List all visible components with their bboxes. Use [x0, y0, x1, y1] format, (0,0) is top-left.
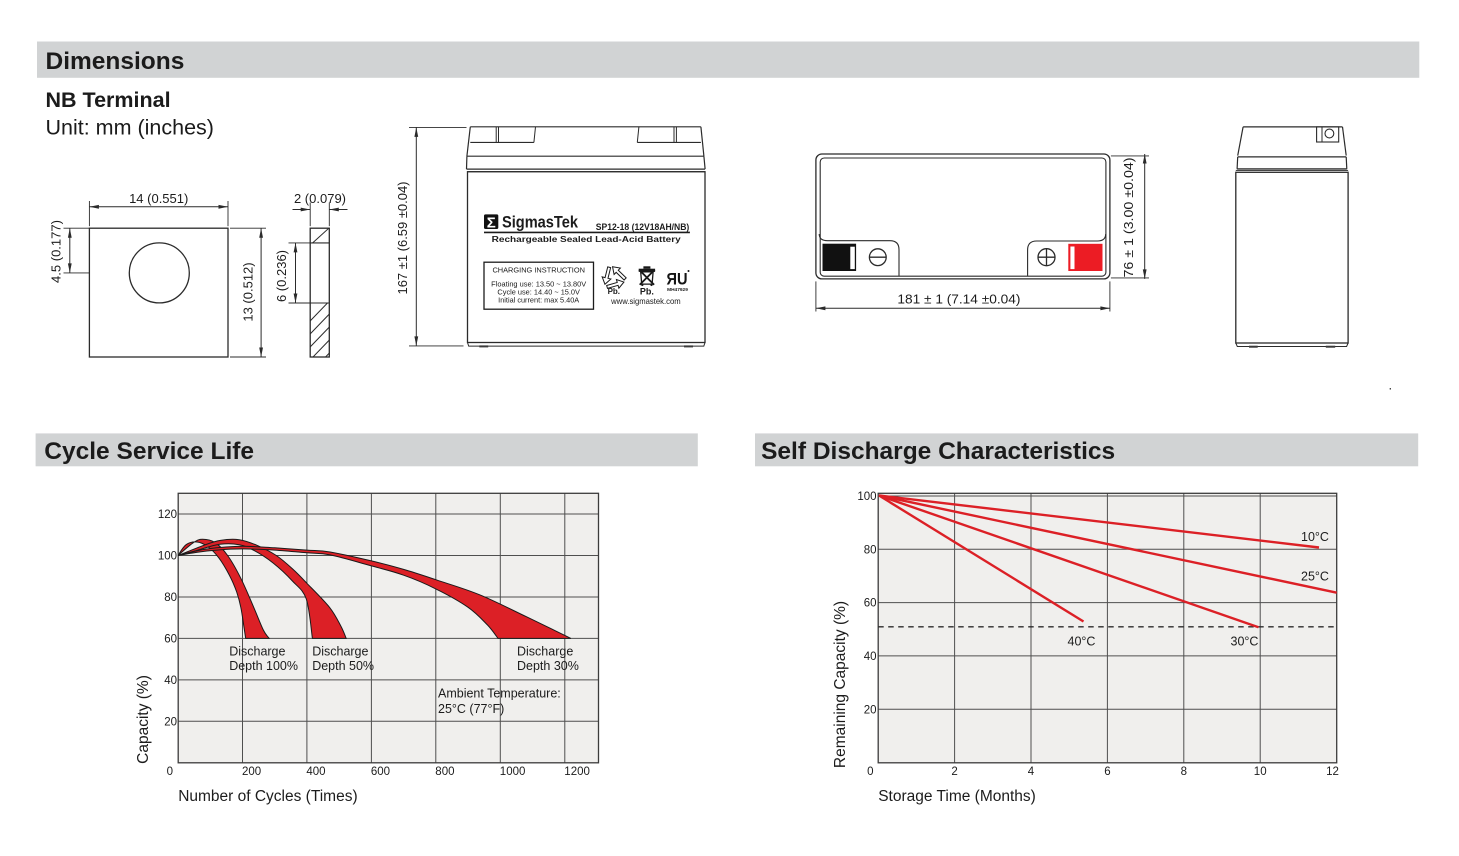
svg-text:Cycle use: 14.40 ~ 15.0V: Cycle use: 14.40 ~ 15.0V: [497, 287, 580, 296]
svg-text:20: 20: [164, 716, 177, 728]
svg-text:.: .: [1389, 378, 1393, 393]
svg-text:100: 100: [158, 551, 177, 563]
svg-text:Initial current: max 5.40A: Initial current: max 5.40A: [498, 295, 579, 304]
svg-text:80: 80: [164, 592, 177, 604]
svg-text:6: 6: [1104, 766, 1110, 778]
svg-text:Floating use: 13.50 ~ 13.80V: Floating use: 13.50 ~ 13.80V: [491, 279, 586, 288]
svg-text:80: 80: [864, 544, 877, 556]
svg-text:Unit: mm (inches): Unit: mm (inches): [46, 116, 214, 140]
svg-text:Storage Time (Months): Storage Time (Months): [878, 788, 1036, 805]
svg-text:Number of Cycles (Times): Number of Cycles (Times): [178, 788, 357, 805]
svg-text:200: 200: [242, 766, 261, 778]
svg-text:25°C (77°F): 25°C (77°F): [438, 702, 504, 716]
svg-text:MH47929: MH47929: [667, 287, 688, 293]
svg-text:NB Terminal: NB Terminal: [46, 88, 171, 112]
svg-text:Pb.: Pb.: [608, 287, 620, 296]
svg-text:Discharge: Discharge: [517, 645, 573, 659]
svg-text:14 (0.551): 14 (0.551): [129, 191, 188, 206]
svg-text:Rechargeable Sealed Lead-Acid: Rechargeable Sealed Lead-Acid Battery: [492, 235, 682, 244]
svg-text:4: 4: [1028, 766, 1035, 778]
svg-text:12: 12: [1326, 766, 1339, 778]
svg-text:Remaining Capacity (%): Remaining Capacity (%): [832, 601, 849, 768]
svg-text:20: 20: [864, 704, 877, 716]
svg-text:120: 120: [158, 509, 177, 521]
svg-text:Depth 50%: Depth 50%: [312, 659, 374, 673]
svg-text:181 ± 1 (7.14 ±0.04): 181 ± 1 (7.14 ±0.04): [897, 292, 1020, 307]
svg-text:4.5 (0.177): 4.5 (0.177): [49, 220, 64, 283]
svg-text:10°C: 10°C: [1301, 530, 1329, 544]
svg-text:Discharge: Discharge: [229, 645, 285, 659]
svg-text:Discharge: Discharge: [312, 645, 368, 659]
svg-text:SP12-18 (12V18AH/NB): SP12-18 (12V18AH/NB): [596, 222, 690, 232]
svg-text:6 (0.236): 6 (0.236): [274, 250, 289, 302]
svg-text:76 ± 1 (3.00 ±0.04): 76 ± 1 (3.00 ±0.04): [1121, 158, 1136, 278]
svg-text:Cycle Service Life: Cycle Service Life: [44, 438, 254, 465]
svg-text:30°C: 30°C: [1231, 635, 1259, 649]
svg-text:0: 0: [167, 766, 173, 778]
svg-text:1200: 1200: [564, 766, 590, 778]
svg-text:800: 800: [435, 766, 454, 778]
svg-text:Dimensions: Dimensions: [46, 48, 185, 75]
svg-text:Depth 100%: Depth 100%: [229, 659, 298, 673]
svg-text:Capacity (%): Capacity (%): [135, 675, 152, 764]
svg-text:400: 400: [306, 766, 325, 778]
svg-text:10: 10: [1254, 766, 1267, 778]
svg-text:www.sigmastek.com: www.sigmastek.com: [610, 297, 681, 306]
svg-text:2: 2: [951, 766, 957, 778]
svg-text:8: 8: [1181, 766, 1187, 778]
svg-text:60: 60: [864, 598, 877, 610]
svg-text:1000: 1000: [500, 766, 526, 778]
svg-text:60: 60: [164, 634, 177, 646]
svg-text:Σ: Σ: [487, 214, 496, 231]
svg-text:0: 0: [867, 766, 873, 778]
svg-text:40°C: 40°C: [1068, 635, 1096, 649]
svg-text:13 (0.512): 13 (0.512): [241, 262, 256, 321]
svg-text:CHARGING INSTRUCTION: CHARGING INSTRUCTION: [492, 266, 585, 275]
svg-text:40: 40: [164, 675, 177, 687]
svg-text:40: 40: [864, 651, 877, 663]
svg-text:ЯU: ЯU: [667, 270, 688, 289]
svg-text:SigmasTek: SigmasTek: [502, 213, 578, 232]
svg-text:2 (0.079): 2 (0.079): [294, 191, 346, 206]
svg-text:600: 600: [371, 766, 390, 778]
svg-text:Pb.: Pb.: [640, 287, 654, 297]
svg-text:167 ±1 (6.59 ±0.04): 167 ±1 (6.59 ±0.04): [395, 182, 410, 295]
svg-text:Self Discharge Characteristics: Self Discharge Characteristics: [761, 438, 1115, 465]
svg-text:Depth 30%: Depth 30%: [517, 659, 579, 673]
svg-text:25°C: 25°C: [1301, 570, 1329, 584]
svg-text:100: 100: [857, 491, 876, 503]
svg-text:Ambient Temperature:: Ambient Temperature:: [438, 687, 561, 701]
